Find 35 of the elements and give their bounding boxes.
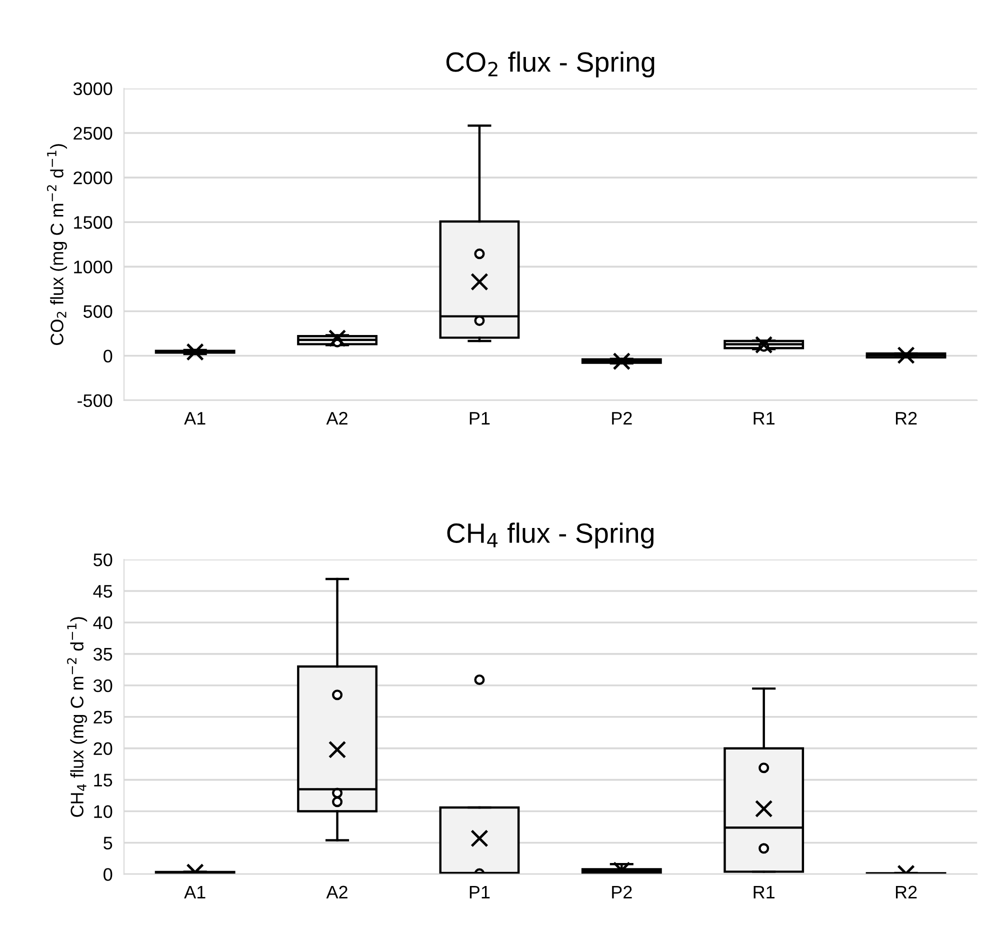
- y-tick-label: 5: [104, 836, 112, 850]
- x-tick-label: P1: [470, 886, 490, 898]
- x-tick-label: A1: [184, 412, 206, 425]
- y-axis-title: CH$_{4}$ flux (mg C m$^{−2}$ d$^{−1}$): [67, 617, 88, 817]
- y-tick-label: -500: [78, 394, 112, 408]
- x-tick-label: P2: [612, 886, 632, 898]
- y-tick-label: 15: [94, 774, 112, 787]
- y-tick-label: 20: [94, 742, 112, 756]
- x-tick-label: A2: [326, 412, 348, 425]
- y-tick-label: 45: [93, 585, 112, 598]
- y-tick-label: 10: [94, 805, 112, 818]
- y-tick-label: 30: [93, 679, 112, 692]
- y-tick-label: 35: [93, 648, 112, 661]
- y-tick-label: 1000: [74, 260, 112, 274]
- chart-title: CH$_{4}$ flux - Spring: [447, 522, 654, 548]
- y-tick-label: 2500: [74, 126, 112, 140]
- chart-title: CO$_{2}$ flux - Spring: [446, 52, 654, 78]
- y-tick-label: 3000: [73, 82, 112, 96]
- y-tick-label: 40: [93, 616, 112, 630]
- y-tick-label: 25: [94, 710, 112, 724]
- x-tick-label: P2: [612, 412, 632, 425]
- x-tick-label: R1: [754, 886, 774, 898]
- y-tick-label: 2000: [74, 171, 112, 184]
- y-tick-label: 50: [94, 553, 112, 566]
- x-tick-label: R1: [754, 412, 774, 425]
- x-tick-label: A1: [184, 886, 206, 898]
- x-tick-label: A2: [326, 886, 348, 898]
- y-axis-title: CO$_{2}$ flux (mg C m$^{−2}$ d$^{−1}$): [46, 144, 67, 345]
- x-tick-label: P1: [470, 412, 490, 425]
- x-tick-label: R2: [896, 886, 917, 898]
- y-tick-label: 0: [104, 868, 112, 881]
- y-tick-label: 500: [83, 305, 112, 318]
- x-tick-label: R2: [896, 412, 917, 425]
- y-tick-label: 0: [104, 350, 112, 362]
- y-tick-label: 1500: [74, 216, 112, 229]
